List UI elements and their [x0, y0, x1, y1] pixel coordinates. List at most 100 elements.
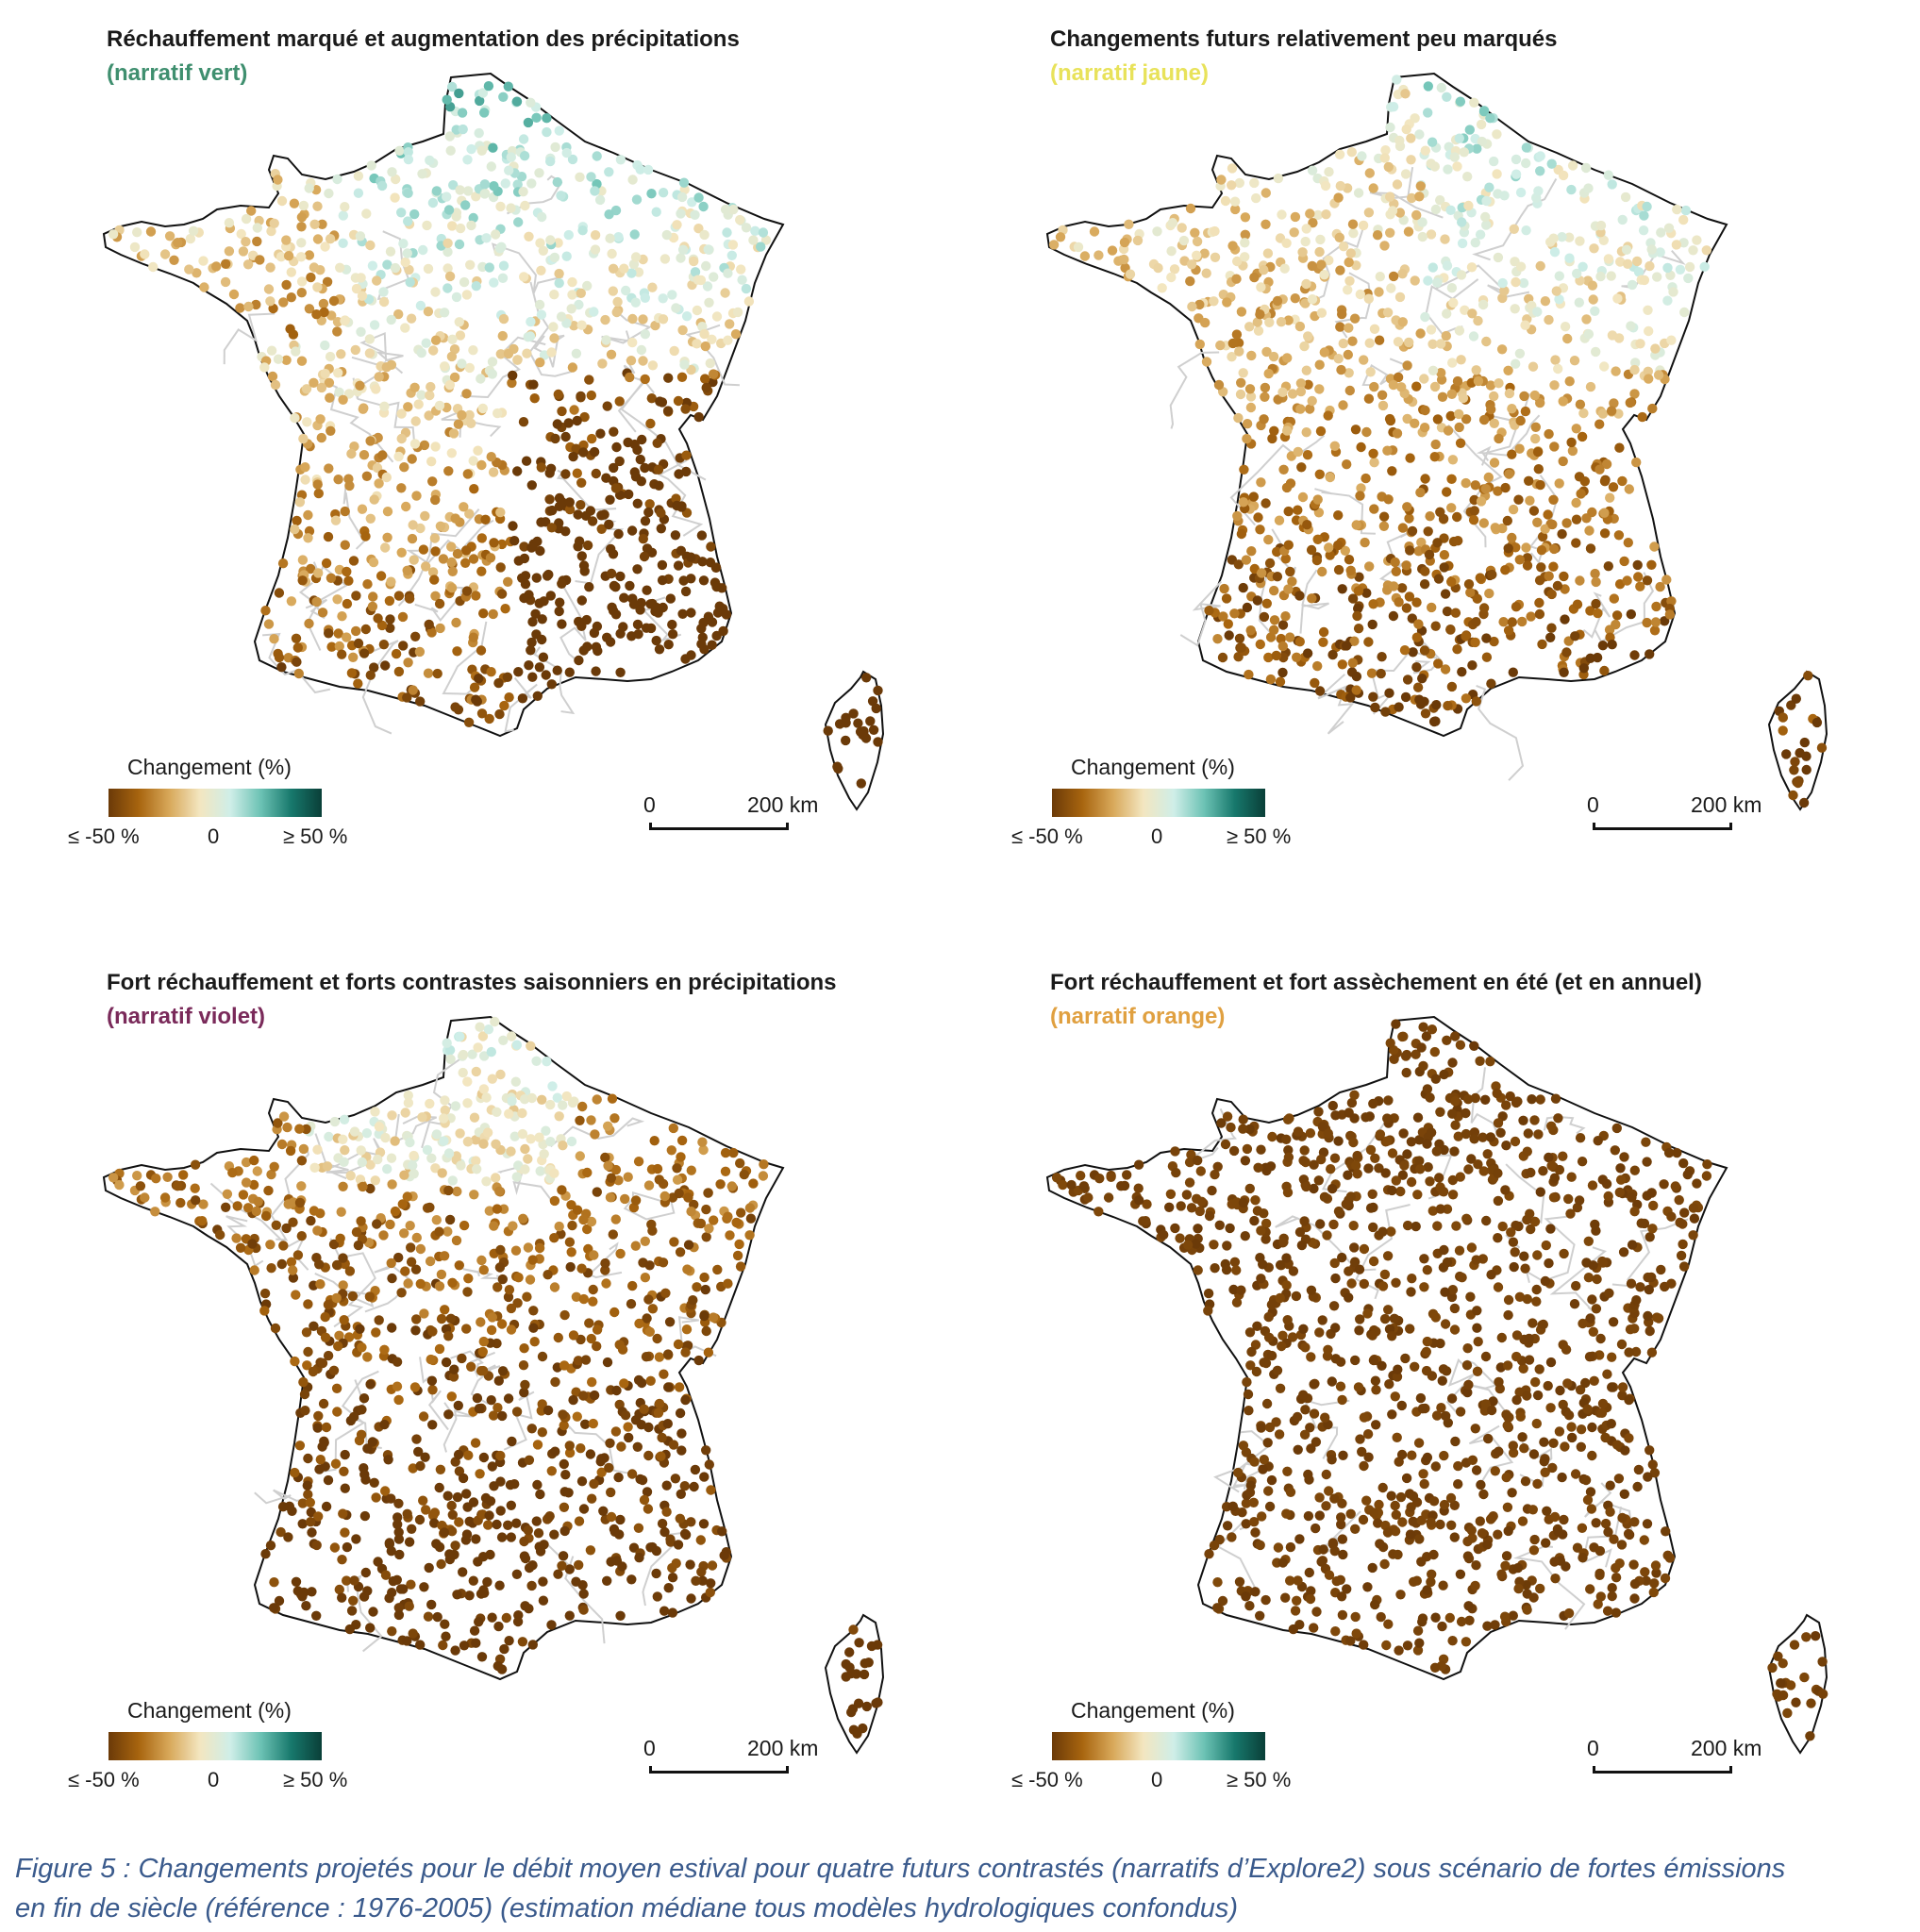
station-point — [1521, 225, 1531, 236]
station-point — [1619, 556, 1629, 567]
station-point — [1489, 156, 1499, 167]
station-point — [369, 1477, 379, 1488]
station-point — [1349, 1113, 1360, 1124]
station-point — [1419, 1254, 1429, 1264]
station-point — [1575, 399, 1586, 409]
station-point — [1615, 1163, 1626, 1174]
station-point — [512, 466, 523, 476]
station-point — [431, 1215, 442, 1225]
station-point — [495, 562, 506, 573]
station-point — [369, 494, 379, 505]
station-point — [1228, 1145, 1240, 1157]
station-point — [1261, 1357, 1272, 1369]
station-point — [1544, 428, 1554, 440]
station-point — [578, 560, 590, 571]
station-point — [537, 1094, 547, 1105]
station-point — [1647, 403, 1658, 414]
station-point — [1443, 164, 1453, 175]
station-point — [703, 1188, 713, 1198]
station-point — [1407, 525, 1418, 537]
station-point — [1393, 1549, 1403, 1560]
station-point — [1363, 393, 1375, 404]
station-point — [1561, 647, 1572, 658]
station-point — [1249, 1517, 1260, 1527]
station-point — [873, 737, 883, 747]
station-point — [1607, 640, 1617, 650]
station-point — [1294, 321, 1306, 332]
station-point — [260, 606, 271, 616]
station-point — [1385, 122, 1395, 133]
station-point — [1461, 693, 1472, 704]
station-point — [463, 1274, 474, 1284]
station-point — [458, 124, 468, 135]
station-point — [1625, 397, 1635, 408]
station-point — [447, 1175, 458, 1186]
river — [496, 1164, 556, 1206]
station-point — [309, 1206, 320, 1216]
station-point — [471, 694, 481, 705]
station-point — [1383, 1619, 1394, 1629]
station-point — [253, 1196, 263, 1207]
station-point — [178, 1170, 189, 1180]
station-point — [1323, 1344, 1333, 1355]
station-point — [1564, 253, 1575, 263]
station-point — [1362, 1429, 1374, 1440]
station-point — [472, 1164, 482, 1174]
station-point — [1463, 1164, 1474, 1174]
station-point — [1404, 513, 1414, 524]
station-point — [232, 1201, 242, 1211]
station-point — [704, 1459, 714, 1470]
station-point — [1494, 378, 1504, 389]
legend-max-label: ≥ 50 % — [283, 824, 348, 848]
station-point — [474, 127, 484, 139]
station-point — [496, 589, 508, 599]
station-point — [489, 1221, 499, 1231]
station-point — [491, 1139, 501, 1149]
station-point — [511, 1172, 522, 1182]
station-point — [317, 608, 328, 618]
station-point — [145, 226, 157, 237]
station-point — [1293, 1126, 1304, 1137]
station-point — [1461, 477, 1471, 489]
station-point — [558, 1409, 568, 1420]
station-point — [527, 1560, 538, 1571]
station-point — [507, 377, 517, 389]
station-point — [372, 275, 382, 286]
station-point — [523, 1154, 533, 1164]
station-point — [566, 1247, 576, 1257]
station-point — [1354, 572, 1364, 582]
station-point — [1508, 1447, 1519, 1458]
station-point — [1250, 1587, 1261, 1597]
station-point — [471, 192, 481, 202]
station-point — [377, 450, 388, 460]
station-point — [432, 1611, 442, 1623]
station-point — [1336, 1591, 1347, 1602]
station-point — [558, 1100, 568, 1110]
station-point — [1493, 1529, 1503, 1540]
station-point — [1315, 1219, 1326, 1229]
station-point — [184, 264, 194, 275]
station-point — [283, 1532, 293, 1542]
station-point — [630, 1241, 641, 1251]
station-point — [385, 246, 396, 257]
station-point — [748, 235, 759, 245]
station-point — [587, 1376, 597, 1388]
station-point — [471, 1135, 481, 1145]
station-point — [1343, 285, 1353, 295]
station-point — [1622, 575, 1632, 586]
station-point — [1346, 147, 1357, 158]
station-point — [1699, 261, 1710, 272]
station-point — [1489, 636, 1499, 647]
station-point — [1588, 1260, 1598, 1271]
station-point — [1399, 645, 1411, 656]
river — [270, 1145, 309, 1241]
station-point — [592, 151, 602, 161]
station-point — [1338, 1450, 1348, 1460]
station-point — [1536, 545, 1547, 556]
station-point — [424, 619, 434, 630]
station-point — [488, 467, 499, 477]
station-point — [1545, 632, 1556, 642]
station-point — [1327, 1455, 1337, 1465]
station-point — [735, 214, 745, 225]
station-point — [1397, 1517, 1408, 1527]
